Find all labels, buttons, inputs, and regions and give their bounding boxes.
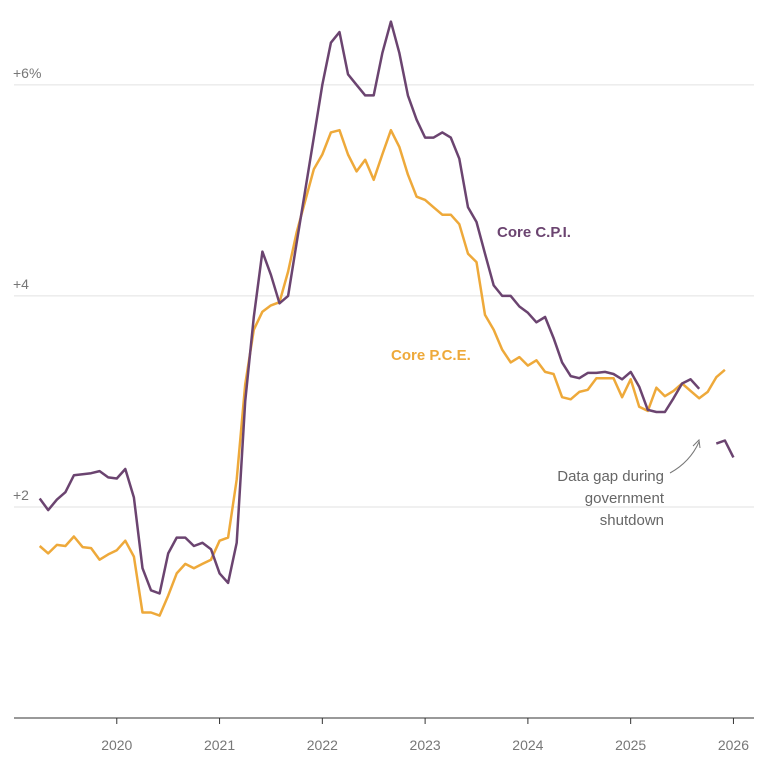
x-tick-label: 2024 [512,737,543,753]
annotation: government [585,490,665,507]
annotation-arrow [669,438,701,474]
y-tick-label: +4 [13,276,29,292]
x-tick-label: 2021 [204,737,235,753]
series-line [38,20,735,595]
x-tick-label: 2026 [718,737,749,753]
series-label: Core C.P.I. [497,224,571,241]
y-tick-label: +6% [13,65,41,81]
x-tick-label: 2022 [307,737,338,753]
x-tick-label: 2020 [101,737,132,753]
x-tick-label: 2023 [410,737,441,753]
annotation: Data gap during [557,468,664,485]
annotation: shutdown [600,512,664,529]
x-tick-label: 2025 [615,737,646,753]
y-tick-label: +2 [13,487,29,503]
series-label: Core P.C.E. [391,347,471,364]
series-line [38,128,726,617]
